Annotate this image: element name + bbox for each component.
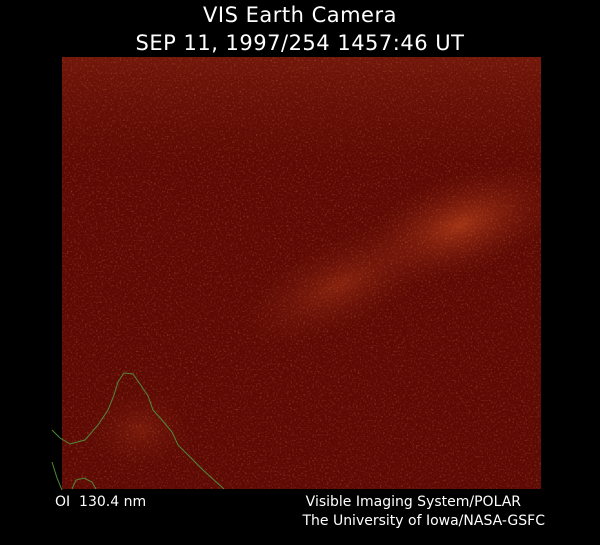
institution: The University of Iowa/NASA-GSFC xyxy=(301,513,545,529)
coastline xyxy=(51,372,225,491)
timestamp: SEP 11, 1997/254 1457:46 UT xyxy=(136,31,465,55)
title: VIS Earth Camera xyxy=(203,3,397,27)
image xyxy=(62,57,541,489)
wavelength: OI 130.4 nm xyxy=(55,494,146,510)
instrument: Visible Imaging System/POLAR xyxy=(306,494,522,510)
